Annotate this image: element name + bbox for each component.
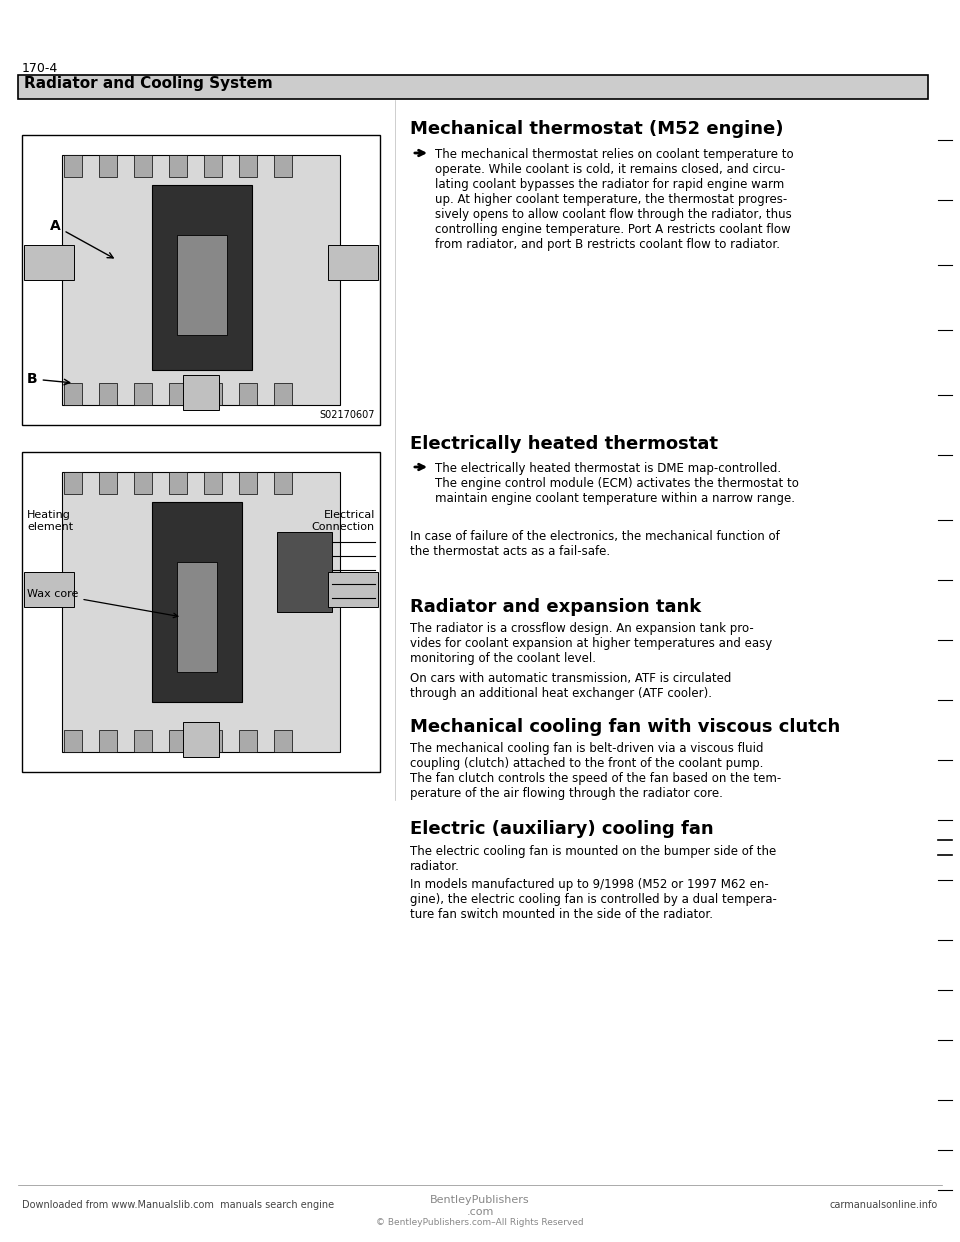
Bar — [134, 383, 152, 405]
Text: Electrically heated thermostat: Electrically heated thermostat — [410, 435, 718, 453]
Text: Radiator and expansion tank: Radiator and expansion tank — [410, 597, 701, 616]
Bar — [152, 185, 252, 370]
Bar — [169, 155, 187, 178]
Text: The mechanical cooling fan is belt-driven via a viscous fluid
coupling (clutch) : The mechanical cooling fan is belt-drive… — [410, 741, 781, 800]
Text: The radiator is a crossflow design. An expansion tank pro-
vides for coolant exp: The radiator is a crossflow design. An e… — [410, 622, 772, 664]
Bar — [183, 375, 219, 410]
Text: Wax core: Wax core — [27, 589, 178, 617]
Text: Downloaded from www.Manualslib.com  manuals search engine: Downloaded from www.Manualslib.com manua… — [22, 1200, 334, 1210]
Text: Radiator and Cooling System: Radiator and Cooling System — [24, 76, 273, 91]
Bar — [22, 452, 380, 773]
Bar — [239, 472, 257, 494]
Bar — [22, 135, 380, 425]
Bar — [274, 383, 292, 405]
Bar — [239, 155, 257, 178]
Bar — [99, 155, 117, 178]
Bar — [134, 155, 152, 178]
Bar — [274, 155, 292, 178]
Bar — [99, 472, 117, 494]
Bar — [204, 472, 222, 494]
Bar — [328, 573, 378, 607]
Text: .com: .com — [467, 1207, 493, 1217]
Bar — [183, 722, 219, 758]
Text: The electric cooling fan is mounted on the bumper side of the
radiator.: The electric cooling fan is mounted on t… — [410, 845, 777, 873]
Bar — [24, 573, 74, 607]
Bar — [277, 532, 332, 612]
Bar — [152, 502, 242, 702]
Text: BentleyPublishers: BentleyPublishers — [430, 1195, 530, 1205]
Text: The electrically heated thermostat is DME map-controlled.
The engine control mod: The electrically heated thermostat is DM… — [435, 462, 799, 505]
Text: A: A — [50, 219, 113, 258]
Bar — [204, 155, 222, 178]
Bar — [134, 730, 152, 751]
Bar — [177, 235, 227, 335]
Bar — [328, 245, 378, 279]
Bar — [24, 245, 74, 279]
Text: © BentleyPublishers.com–All Rights Reserved: © BentleyPublishers.com–All Rights Reser… — [376, 1218, 584, 1227]
Bar — [169, 730, 187, 751]
Bar — [99, 383, 117, 405]
Text: carmanualsonline.info: carmanualsonline.info — [829, 1200, 938, 1210]
Bar — [18, 75, 928, 99]
Bar — [64, 155, 82, 178]
Bar — [64, 383, 82, 405]
Bar — [64, 730, 82, 751]
Text: 170-4: 170-4 — [22, 62, 59, 75]
Bar — [239, 383, 257, 405]
Text: In case of failure of the electronics, the mechanical function of
the thermostat: In case of failure of the electronics, t… — [410, 530, 780, 558]
Text: The mechanical thermostat relies on coolant temperature to
operate. While coolan: The mechanical thermostat relies on cool… — [435, 148, 794, 251]
Text: Electrical
Connection: Electrical Connection — [312, 510, 375, 532]
Bar — [204, 730, 222, 751]
Text: In models manufactured up to 9/1998 (M52 or 1997 M62 en-
gine), the electric coo: In models manufactured up to 9/1998 (M52… — [410, 878, 777, 922]
Text: On cars with automatic transmission, ATF is circulated
through an additional hea: On cars with automatic transmission, ATF… — [410, 672, 732, 700]
Bar — [62, 155, 340, 405]
Bar — [64, 472, 82, 494]
Bar — [239, 730, 257, 751]
Text: Mechanical thermostat (M52 engine): Mechanical thermostat (M52 engine) — [410, 120, 783, 138]
Bar — [134, 472, 152, 494]
Bar — [274, 730, 292, 751]
Bar — [204, 383, 222, 405]
Bar — [177, 561, 217, 672]
Bar — [169, 472, 187, 494]
Bar — [274, 472, 292, 494]
Bar — [99, 730, 117, 751]
Bar — [169, 383, 187, 405]
Text: S02170607: S02170607 — [320, 410, 375, 420]
Text: Electric (auxiliary) cooling fan: Electric (auxiliary) cooling fan — [410, 820, 713, 838]
Text: Mechanical cooling fan with viscous clutch: Mechanical cooling fan with viscous clut… — [410, 718, 840, 737]
Text: B: B — [27, 373, 70, 386]
Text: Heating
element: Heating element — [27, 510, 73, 532]
Bar — [62, 472, 340, 751]
